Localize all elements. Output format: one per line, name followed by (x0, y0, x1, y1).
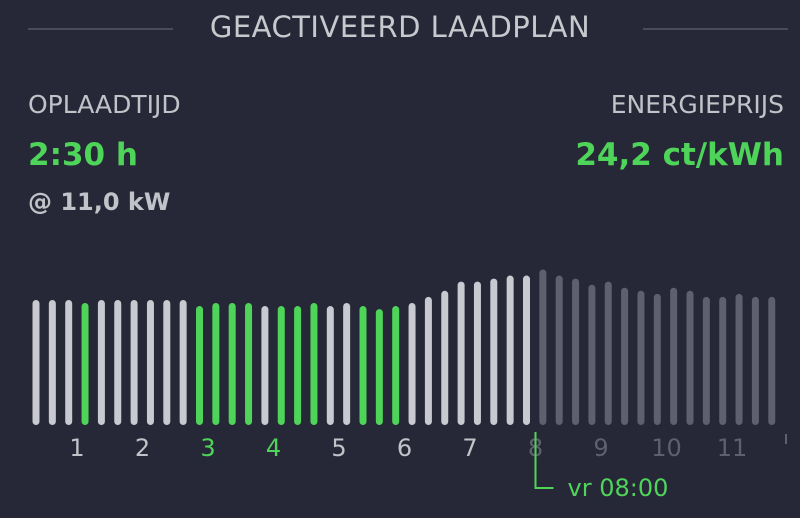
chart-bar[interactable] (97, 299, 105, 425)
hour-tick-label: 3 (200, 434, 215, 462)
hour-tick-label: 11 (717, 434, 748, 462)
hour-tick-label: 2 (135, 434, 150, 462)
chart-bar[interactable] (32, 299, 40, 425)
chart-bar[interactable] (653, 293, 661, 425)
hour-tick-label: 4 (266, 434, 281, 462)
hour-tick-label: 6 (397, 434, 412, 462)
chart-bar[interactable] (424, 296, 432, 425)
chart-bar[interactable] (604, 281, 612, 425)
hour-tick-label: 7 (462, 434, 477, 462)
charge-time-value: 2:30 h (28, 137, 138, 173)
chart-bar[interactable] (506, 275, 514, 425)
hour-tick-label: 1 (69, 434, 84, 462)
chart-bar[interactable] (457, 281, 465, 425)
chart-bar[interactable] (408, 303, 416, 425)
chart-bar[interactable] (228, 303, 236, 425)
chart-bar[interactable] (473, 281, 481, 425)
charge-time-label: OPLAADTIJD (28, 90, 181, 119)
chart-bar[interactable] (212, 303, 220, 425)
chart-bar[interactable] (539, 269, 547, 425)
chart-bar[interactable] (326, 306, 334, 425)
chart-bar[interactable] (572, 278, 580, 425)
chart-bar[interactable] (114, 299, 122, 425)
chart-bar[interactable] (48, 299, 56, 425)
chart-bar[interactable] (277, 306, 285, 425)
hour-tick-label: 10 (651, 434, 682, 462)
chart-bar[interactable] (637, 290, 645, 425)
chart-bar[interactable] (179, 299, 187, 425)
header-divider-left (28, 28, 173, 30)
chart-bar[interactable] (146, 299, 154, 425)
chart-bar[interactable] (441, 290, 449, 425)
chart-bar[interactable] (163, 299, 171, 425)
chart-bar[interactable] (735, 293, 743, 425)
deadline-label: vr 08:00 (568, 474, 669, 502)
chart-bar[interactable] (261, 306, 269, 425)
chart-bar[interactable] (670, 287, 678, 425)
chart-bar[interactable] (245, 303, 253, 425)
deadline-marker (534, 432, 554, 489)
chart-bar[interactable] (621, 287, 629, 425)
chart-bar[interactable] (294, 306, 302, 425)
chart-bar[interactable] (196, 306, 203, 425)
page-title: GEACTIVEERD LAADPLAN (209, 10, 591, 44)
chart-bar[interactable] (65, 299, 73, 425)
chart-bar[interactable] (392, 306, 400, 425)
chart-bar[interactable] (686, 290, 694, 425)
energy-price-label: ENERGIEPRIJS (610, 90, 784, 119)
chart-bar[interactable] (310, 303, 318, 425)
chart-bar[interactable] (523, 275, 530, 425)
chart-bar[interactable] (81, 303, 89, 425)
chart-bar[interactable] (751, 296, 759, 425)
hour-tick-label: 9 (593, 434, 608, 462)
charge-power-value: @ 11,0 kW (28, 188, 171, 216)
chart-bar[interactable] (343, 303, 351, 425)
hour-tick-partial (785, 434, 787, 444)
chart-bar[interactable] (555, 275, 563, 425)
chart-bar[interactable] (130, 299, 138, 425)
header: GEACTIVEERD LAADPLAN (0, 0, 800, 60)
chart-bar[interactable] (768, 296, 776, 425)
energy-price-value: 24,2 ct/kWh (575, 137, 784, 173)
chart-bar[interactable] (490, 278, 498, 425)
chart-bar[interactable] (588, 284, 596, 425)
hour-tick-label: 5 (331, 434, 346, 462)
chart-bar[interactable] (359, 306, 367, 425)
chart-bar[interactable] (375, 309, 383, 425)
header-divider-right (643, 28, 788, 30)
chart-bar[interactable] (719, 296, 727, 425)
chart-bar[interactable] (702, 296, 710, 425)
